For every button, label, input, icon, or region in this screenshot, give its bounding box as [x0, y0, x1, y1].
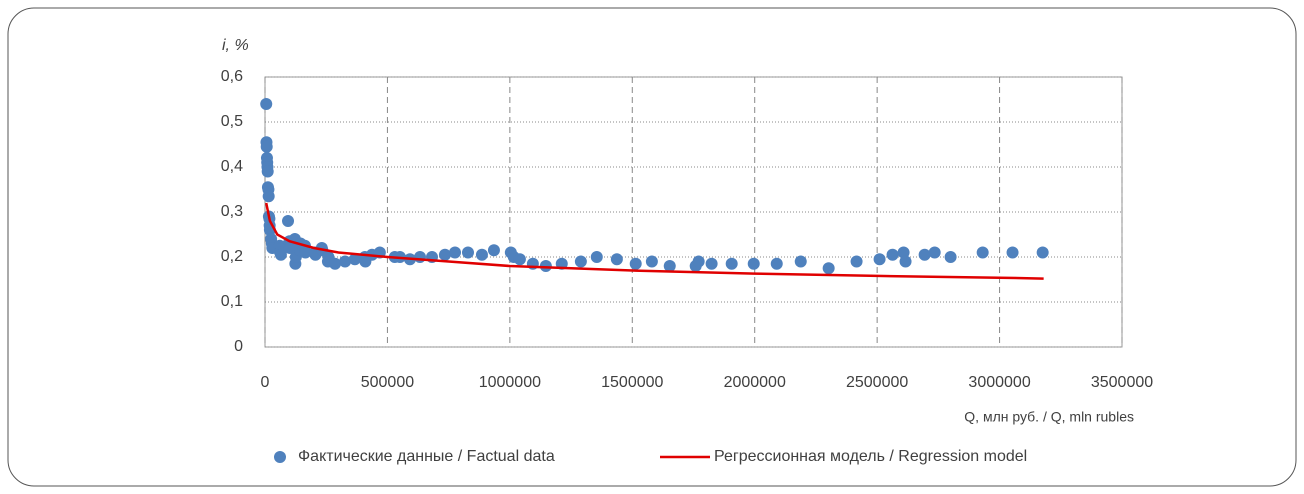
y-tick-label: 0,4	[221, 158, 243, 175]
y-tick-label: 0,1	[221, 293, 243, 310]
data-point	[692, 255, 705, 268]
data-point	[282, 215, 295, 227]
x-axis-label: Q, млн руб. / Q, mln rubles	[964, 409, 1134, 425]
data-point	[899, 255, 912, 268]
data-point	[299, 246, 312, 259]
data-point	[513, 253, 526, 266]
data-point	[262, 190, 275, 203]
y-tick-label: 0	[234, 338, 243, 355]
data-point	[705, 257, 718, 270]
data-point	[770, 257, 783, 270]
data-point	[260, 98, 273, 110]
data-point	[725, 257, 738, 270]
data-point	[348, 253, 361, 266]
data-point	[1036, 246, 1049, 259]
data-point	[944, 251, 957, 263]
data-point	[886, 248, 899, 261]
data-point	[274, 248, 287, 261]
data-point	[794, 255, 807, 268]
data-point	[918, 248, 931, 261]
data-point	[897, 246, 910, 259]
data-point	[928, 246, 941, 259]
y-axis-label: i, %	[222, 37, 249, 54]
y-tick-label: 0,3	[221, 203, 243, 220]
chart-frame	[7, 7, 1297, 487]
data-point	[475, 248, 488, 261]
data-point	[610, 253, 623, 266]
data-point	[339, 255, 352, 268]
data-point	[822, 262, 835, 275]
data-point	[487, 244, 500, 257]
data-point	[461, 246, 474, 259]
x-tick-label: 2500000	[846, 374, 908, 391]
data-point	[747, 257, 760, 270]
data-point	[261, 165, 274, 178]
y-tick-label: 0,6	[221, 68, 243, 85]
data-point	[1006, 246, 1019, 259]
data-point	[663, 260, 676, 272]
y-tick-label: 0,2	[221, 248, 243, 265]
x-tick-label: 1000000	[479, 374, 541, 391]
data-point	[539, 260, 552, 272]
data-point	[283, 242, 296, 254]
data-point	[329, 257, 342, 270]
data-point	[976, 246, 989, 259]
x-tick-label: 3000000	[968, 374, 1030, 391]
data-point	[629, 257, 642, 270]
data-point	[850, 255, 863, 268]
y-tick-label: 0,5	[221, 113, 243, 130]
data-point	[413, 251, 426, 263]
data-point	[873, 253, 886, 266]
legend-label: Регрессионная модель / Regression model	[714, 448, 1027, 465]
x-tick-label: 1500000	[601, 374, 663, 391]
data-point	[645, 255, 658, 268]
x-tick-label: 3500000	[1091, 374, 1153, 391]
x-tick-label: 500000	[361, 374, 414, 391]
legend-swatch	[274, 451, 286, 463]
data-point	[449, 246, 462, 259]
regression-line	[264, 202, 1044, 280]
legend-label: Фактические данные / Factual data	[298, 448, 555, 465]
data-point	[590, 251, 603, 263]
data-point	[260, 140, 273, 153]
data-point	[574, 255, 587, 268]
x-tick-label: 2000000	[724, 374, 786, 391]
x-tick-label: 0	[261, 374, 270, 391]
data-point	[438, 248, 451, 261]
